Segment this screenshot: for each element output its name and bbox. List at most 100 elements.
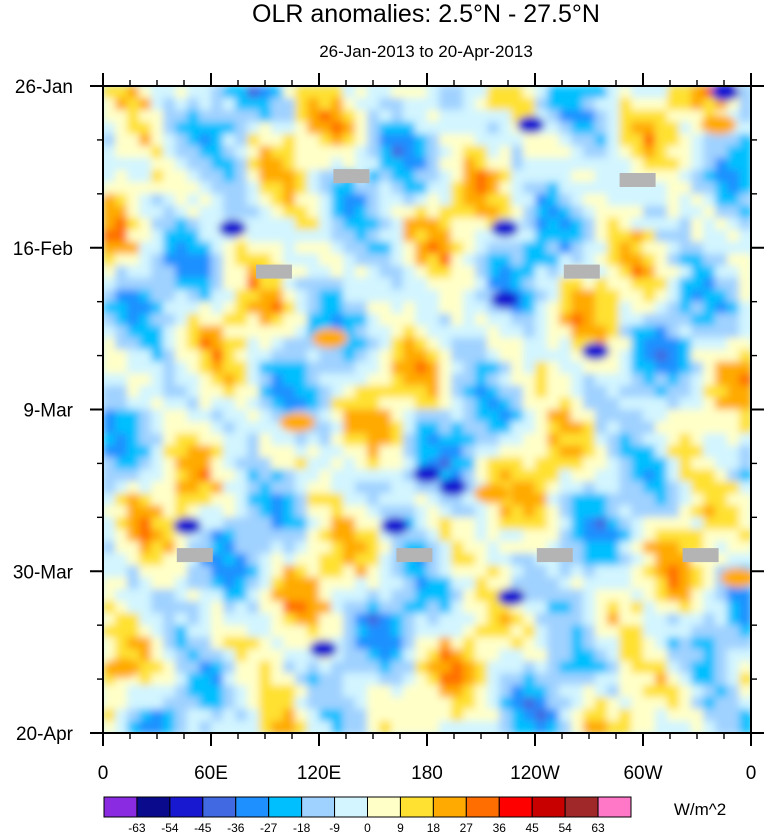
field-cell [163, 169, 176, 183]
field-cell [427, 661, 440, 675]
field-cell [367, 289, 380, 303]
field-cell [439, 565, 452, 579]
field-cell [403, 673, 416, 687]
field-cell [667, 625, 680, 639]
field-cell [223, 86, 236, 99]
field-cell [643, 469, 656, 483]
field-cell [355, 110, 368, 123]
field-cell [595, 565, 608, 579]
field-cell [667, 205, 680, 219]
field-cell [259, 493, 272, 507]
field-cell [499, 649, 512, 663]
field-cell [655, 565, 668, 579]
field-cell [151, 469, 164, 483]
field-cell [295, 121, 308, 135]
field-cell [607, 517, 620, 531]
field-cell [175, 86, 188, 99]
field-cell [727, 253, 740, 267]
field-cell [691, 529, 704, 543]
field-cell [571, 313, 584, 327]
colorbar-level-label: 9 [397, 821, 404, 834]
field-cell [463, 589, 476, 603]
field-cell [139, 277, 152, 291]
field-cell [223, 349, 236, 363]
field-cell [127, 421, 140, 435]
field-cell [259, 361, 272, 375]
field-cell [511, 517, 524, 531]
field-cell [511, 433, 524, 447]
field-cell [175, 649, 188, 663]
field-cell [607, 169, 620, 183]
field-cell [511, 469, 524, 483]
field-cell [451, 229, 464, 243]
field-cell [271, 313, 284, 327]
field-cell [427, 277, 440, 291]
field-cell [499, 241, 512, 255]
field-cell [259, 649, 272, 663]
field-cell [427, 86, 440, 99]
field-cell [223, 541, 236, 555]
field-cell [583, 110, 596, 123]
field-cell [115, 301, 128, 315]
field-cell [283, 433, 296, 447]
field-cell [667, 517, 680, 531]
field-cell [547, 133, 560, 147]
field-cell [235, 445, 248, 459]
field-cell [727, 193, 740, 207]
field-cell [271, 241, 284, 255]
field-cell [247, 613, 260, 627]
field-cell [151, 529, 164, 543]
field-cell [511, 577, 524, 591]
field-cell [631, 493, 644, 507]
field-cell [403, 613, 416, 627]
field-cell [355, 181, 368, 195]
colorbar-box [531, 796, 566, 818]
field-cell [703, 217, 716, 231]
field-cell [691, 481, 704, 495]
field-cell [439, 169, 452, 183]
field-cell [547, 337, 560, 351]
field-cell [475, 181, 488, 195]
field-cell [595, 697, 608, 711]
field-cell [607, 445, 620, 459]
field-cell [427, 433, 440, 447]
field-cell [307, 169, 320, 183]
field-cell [679, 301, 692, 315]
field-cell [139, 649, 152, 663]
field-cell [139, 313, 152, 327]
field-cell [511, 205, 524, 219]
field-cell [559, 193, 572, 207]
field-cell [307, 289, 320, 303]
field-cell [331, 181, 344, 195]
field-cell [535, 349, 548, 363]
colorbar-box [268, 796, 303, 818]
field-cell [487, 241, 500, 255]
field-cell [199, 253, 212, 267]
field-cell [463, 157, 476, 171]
field-cell [619, 613, 632, 627]
field-cell [403, 373, 416, 387]
field-cell [667, 145, 680, 159]
field-cell [163, 301, 176, 315]
field-cell [595, 289, 608, 303]
field-cell [331, 577, 344, 591]
field-cell [187, 86, 200, 99]
field-cell [283, 505, 296, 519]
field-cell [295, 673, 308, 687]
field-cell [259, 277, 272, 291]
field-cell [259, 385, 272, 399]
field-cell [547, 265, 560, 279]
field-cell [103, 565, 116, 579]
field-cell [103, 637, 116, 651]
field-cell [523, 265, 536, 279]
field-cell [211, 649, 224, 663]
field-cell [403, 697, 416, 711]
field-cell [343, 421, 356, 435]
field-cell [547, 397, 560, 411]
field-cell [355, 145, 368, 159]
field-cell [475, 385, 488, 399]
field-cell [475, 277, 488, 291]
field-cell [535, 229, 548, 243]
field-cell [367, 601, 380, 615]
field-cell [163, 517, 176, 531]
